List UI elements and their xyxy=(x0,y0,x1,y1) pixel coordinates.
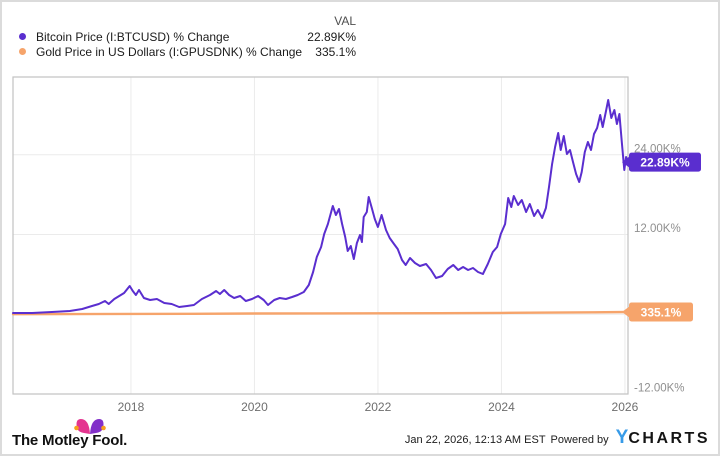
bitcoin-series-value: 22.89K% xyxy=(307,29,356,44)
bitcoin-series-dot-icon xyxy=(19,33,26,40)
motley-fool-wordmark: The Motley Fool. xyxy=(12,432,128,449)
bitcoin-badge-value: 22.89K% xyxy=(640,156,690,170)
x-axis-tick-label: 2022 xyxy=(365,400,392,414)
legend-row-bitcoin: Bitcoin Price (I:BTCUSD) % Change 22.89K… xyxy=(12,29,356,44)
gold-series-dot-icon xyxy=(19,48,26,55)
gold-line xyxy=(11,310,630,316)
powered-by-label: Powered by xyxy=(550,434,609,446)
bitcoin-line xyxy=(12,99,629,314)
y-axis-tick-label: 12.00K% xyxy=(634,223,681,235)
x-axis-tick-label: 2018 xyxy=(118,400,145,414)
attribution: Jan 22, 2026, 12:13 AM EST Powered by Y … xyxy=(404,427,710,448)
y-axis-tick-label: 24.00K% xyxy=(634,143,681,155)
gold-series-label: Gold Price in US Dollars (I:GPUSDNK) % C… xyxy=(36,44,303,59)
footer: The Motley Fool. Jan 22, 2026, 12:13 AM … xyxy=(2,419,718,450)
jester-hat-icon xyxy=(74,419,106,434)
bitcoin-badge xyxy=(629,152,701,172)
bitcoin-series-label: Bitcoin Price (I:BTCUSD) % Change xyxy=(36,29,230,44)
gold-badge-value: 335.1% xyxy=(641,306,682,320)
ycharts-wordmark: CHARTS xyxy=(628,430,710,447)
y-axis-tick-label: -12.00K% xyxy=(634,383,685,395)
ycharts-logo: Y CHARTS xyxy=(615,427,710,448)
plot-border xyxy=(12,76,629,395)
x-axis-tick-label: 2024 xyxy=(488,400,515,414)
motley-fool-logo: The Motley Fool. xyxy=(12,419,128,449)
gold-series-value: 335.1% xyxy=(315,44,356,59)
legend-row-gold: Gold Price in US Dollars (I:GPUSDNK) % C… xyxy=(12,44,356,59)
ycharts-y-icon: Y xyxy=(615,427,629,448)
timestamp: Jan 22, 2026, 12:13 AM EST xyxy=(404,434,546,446)
legend: VAL Bitcoin Price (I:BTCUSD) % Change 22… xyxy=(12,14,356,59)
x-axis-tick-label: 2020 xyxy=(241,400,268,414)
x-axis-tick-label: 2026 xyxy=(612,400,639,414)
legend-val-header: VAL xyxy=(334,14,356,28)
gold-badge xyxy=(629,302,693,322)
